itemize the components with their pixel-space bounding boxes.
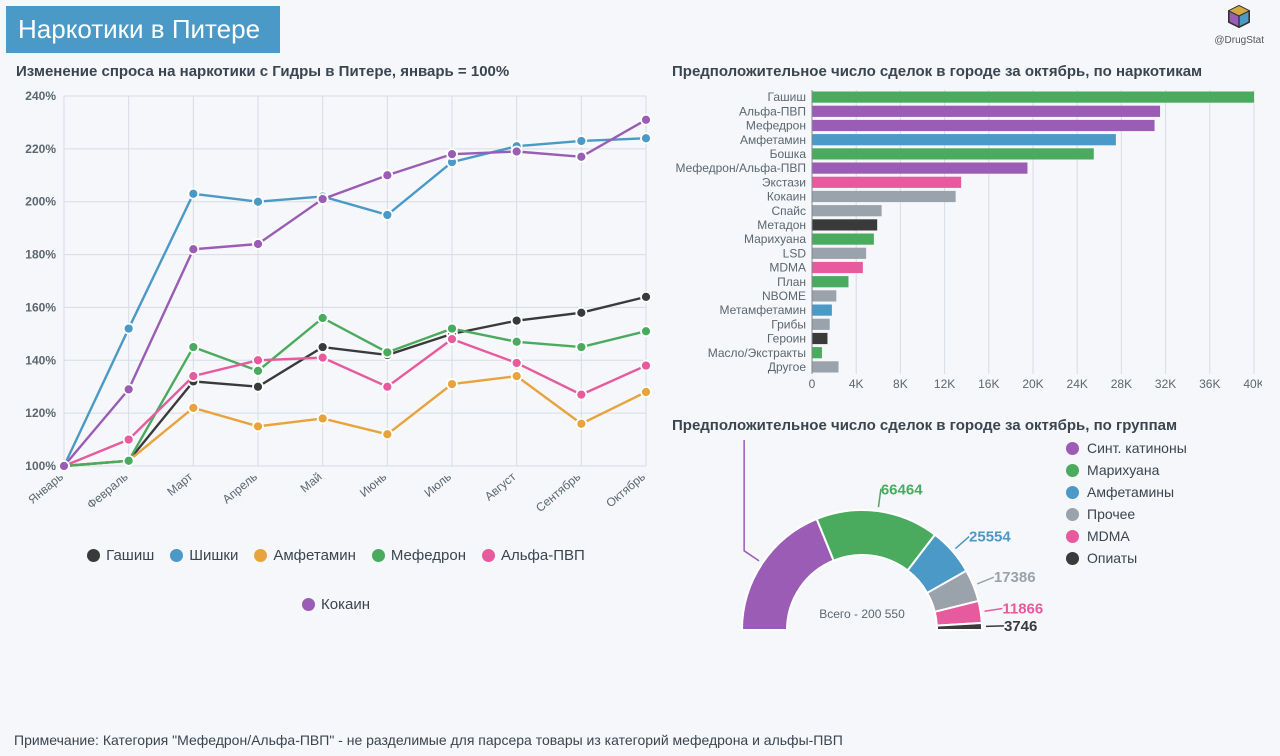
svg-text:Марихуана: Марихуана xyxy=(744,232,806,246)
logo: @DrugStat xyxy=(1214,4,1264,46)
donut-legend-item: Опиаты xyxy=(1066,550,1187,566)
legend-item: Мефедрон xyxy=(372,547,466,564)
svg-text:LSD: LSD xyxy=(783,246,807,260)
svg-text:Метадон: Метадон xyxy=(757,218,806,232)
svg-text:11866: 11866 xyxy=(1002,601,1043,618)
line-chart-legend: Гашиш Шишки Амфетамин Мефедрон Альфа-ПВП Кока… xyxy=(16,547,656,613)
svg-text:Героин: Героин xyxy=(767,332,806,346)
line-chart: 100% 120% 140% 160% 180% 200% 220% 240% Январь Фе… xyxy=(16,86,656,536)
svg-text:100%: 100% xyxy=(25,459,56,473)
page-title: Наркотики в Питере xyxy=(6,6,280,53)
svg-text:Сентябрь: Сентябрь xyxy=(533,470,583,515)
svg-text:32K: 32K xyxy=(1155,377,1176,391)
svg-text:28K: 28K xyxy=(1111,377,1132,391)
svg-text:Спайс: Спайс xyxy=(771,204,806,218)
donut-legend: Синт. катиноны Марихуана Амфетамины Прочее M… xyxy=(1066,440,1187,566)
svg-text:20K: 20K xyxy=(1022,377,1043,391)
donut-chart: 75534 66464 25554 17386 118663746 Всего - 200… xyxy=(672,440,1052,660)
svg-text:Июль: Июль xyxy=(421,470,453,500)
svg-text:Март: Март xyxy=(164,469,195,499)
svg-text:66464: 66464 xyxy=(881,481,923,498)
cube-icon xyxy=(1223,4,1255,32)
svg-text:Январь: Январь xyxy=(25,470,66,507)
svg-text:Всего - 200 550: Всего - 200 550 xyxy=(819,607,905,621)
svg-text:Бошка: Бошка xyxy=(770,147,807,161)
svg-text:Мефедрон/Альфа-ПВП: Мефедрон/Альфа-ПВП xyxy=(676,161,806,175)
svg-text:Другое: Другое xyxy=(768,360,806,374)
svg-text:Масло/Экстракты: Масло/Экстракты xyxy=(708,346,806,360)
svg-text:24K: 24K xyxy=(1067,377,1088,391)
svg-text:Грибы: Грибы xyxy=(771,317,806,331)
svg-text:3746: 3746 xyxy=(1004,618,1037,635)
svg-text:120%: 120% xyxy=(25,406,56,420)
svg-text:NBOME: NBOME xyxy=(762,289,806,303)
svg-text:180%: 180% xyxy=(25,248,56,262)
legend-item: Кокаин xyxy=(302,596,370,613)
svg-text:Октябрь: Октябрь xyxy=(603,470,648,511)
svg-text:MDMA: MDMA xyxy=(769,261,806,275)
svg-text:16K: 16K xyxy=(978,377,999,391)
svg-text:Май: Май xyxy=(298,470,325,496)
donut-legend-item: Прочее xyxy=(1066,506,1187,522)
svg-text:8K: 8K xyxy=(893,377,908,391)
svg-text:Метамфетамин: Метамфетамин xyxy=(720,303,806,317)
legend-item: Гашиш xyxy=(87,547,154,564)
svg-text:Кокаин: Кокаин xyxy=(767,190,806,204)
donut-title: Предположительное число сделок в городе … xyxy=(672,417,1264,434)
donut-legend-item: Синт. катиноны xyxy=(1066,440,1187,456)
svg-text:Альфа-ПВП: Альфа-ПВП xyxy=(739,104,806,118)
svg-text:75534: 75534 xyxy=(672,543,673,560)
svg-text:Август: Август xyxy=(482,469,519,503)
svg-text:Гашиш: Гашиш xyxy=(768,90,806,104)
svg-text:240%: 240% xyxy=(25,89,56,103)
svg-text:0: 0 xyxy=(809,377,816,391)
svg-text:220%: 220% xyxy=(25,142,56,156)
svg-text:40K: 40K xyxy=(1243,377,1262,391)
svg-text:25554: 25554 xyxy=(969,529,1011,546)
svg-text:36K: 36K xyxy=(1199,377,1220,391)
watermark-text: @DrugStat xyxy=(1214,35,1264,46)
legend-item: Альфа-ПВП xyxy=(482,547,585,564)
donut-legend-item: MDMA xyxy=(1066,528,1187,544)
svg-text:Мефедрон: Мефедрон xyxy=(746,119,806,133)
svg-text:Амфетамин: Амфетамин xyxy=(740,133,806,147)
svg-text:12K: 12K xyxy=(934,377,955,391)
line-chart-title: Изменение спроса на наркотики с Гидры в … xyxy=(16,63,656,80)
svg-text:План: План xyxy=(777,275,806,289)
svg-text:160%: 160% xyxy=(25,300,56,314)
svg-text:17386: 17386 xyxy=(994,569,1036,586)
svg-text:Апрель: Апрель xyxy=(220,470,260,507)
svg-text:Экстази: Экстази xyxy=(762,175,806,189)
legend-item: Амфетамин xyxy=(254,547,356,564)
svg-text:Июнь: Июнь xyxy=(357,470,389,500)
svg-text:Февраль: Февраль xyxy=(84,470,130,512)
donut-legend-item: Амфетамины xyxy=(1066,484,1187,500)
footnote: Примечание: Категория "Мефедрон/Альфа-ПВ… xyxy=(14,732,843,748)
bar-chart-title: Предположительное число сделок в городе … xyxy=(672,63,1264,80)
svg-text:140%: 140% xyxy=(25,353,56,367)
donut-legend-item: Марихуана xyxy=(1066,462,1187,478)
svg-text:200%: 200% xyxy=(25,195,56,209)
bar-chart: 0 4K 8K 12K 16K 20K 24K 28K 32K 36K 40K ГашишАльфа-… xyxy=(672,86,1262,406)
svg-text:4K: 4K xyxy=(849,377,864,391)
legend-item: Шишки xyxy=(170,547,238,564)
